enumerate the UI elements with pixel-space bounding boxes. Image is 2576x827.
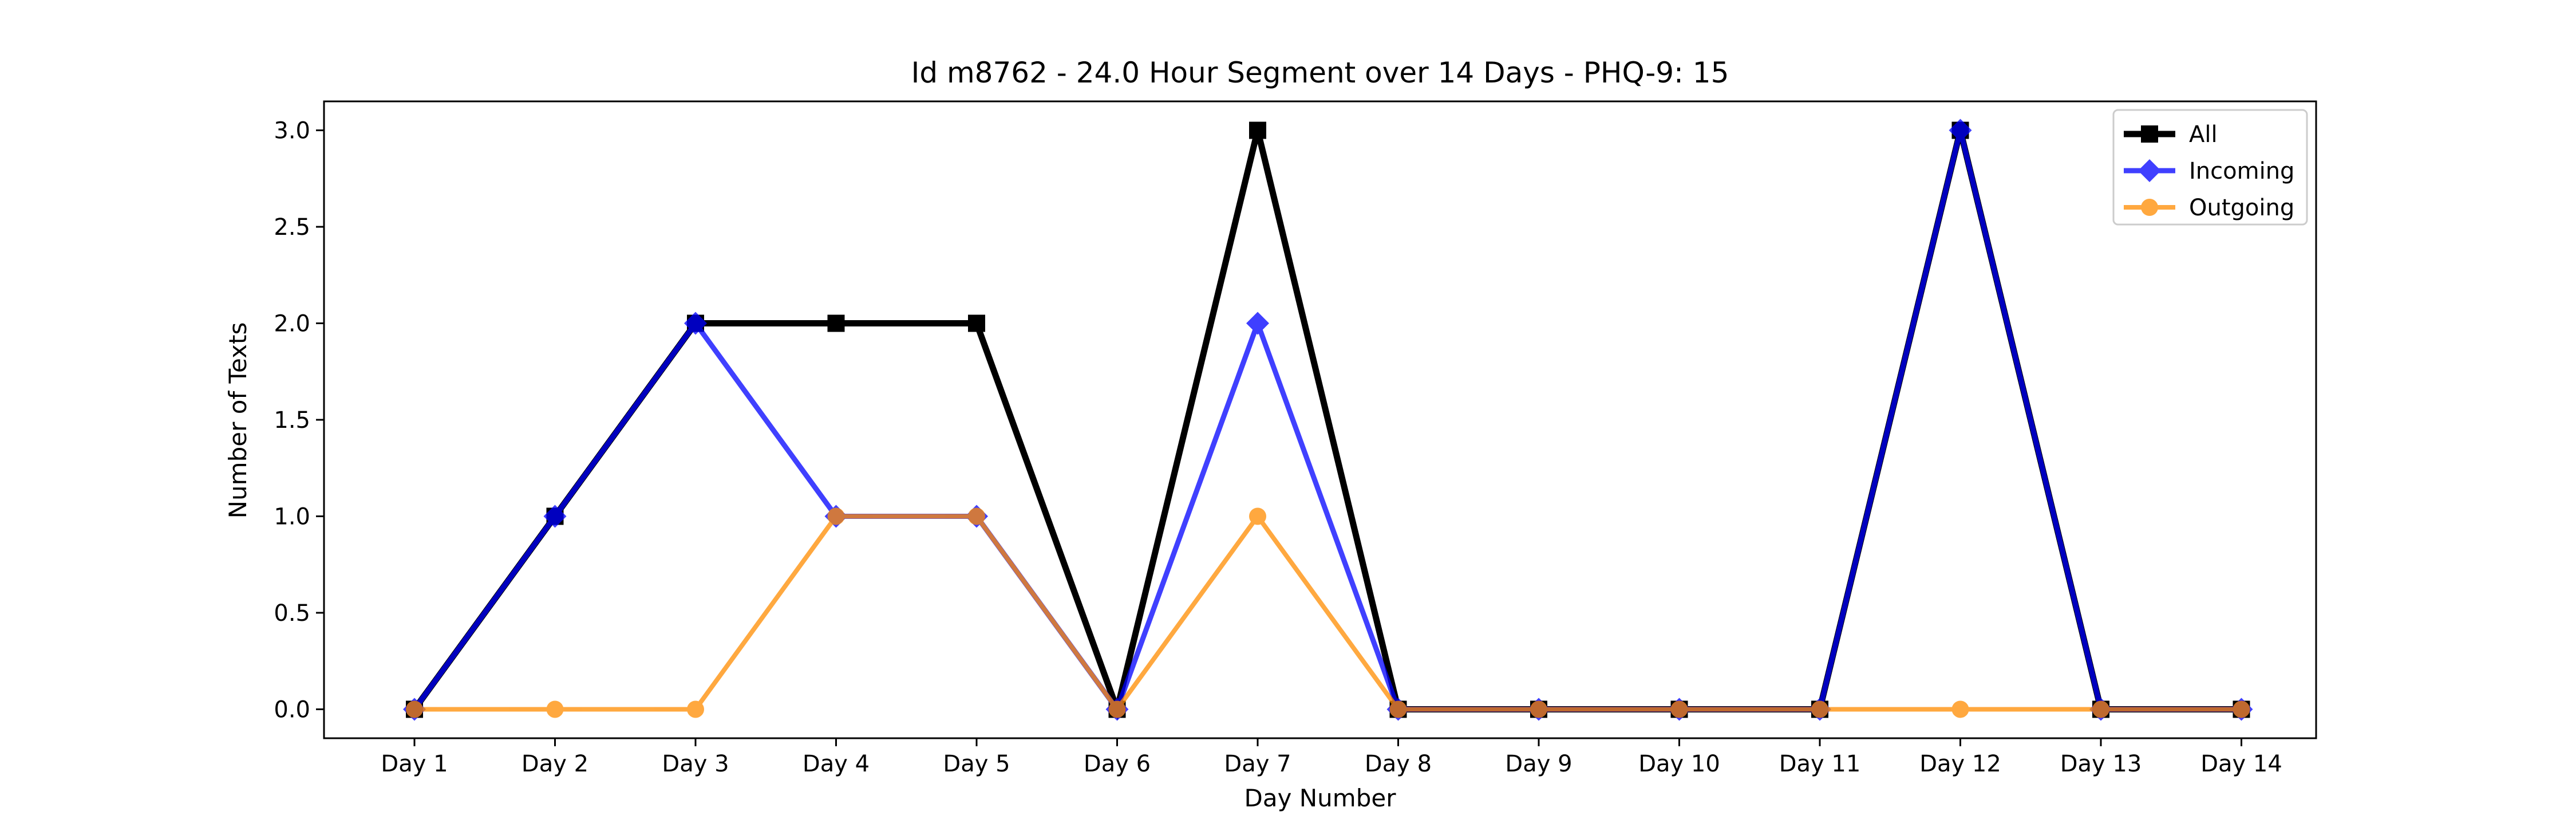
y-axis: 0.0 0.5 1.0 1.5 2.0 2.5 3.0 xyxy=(274,118,324,723)
data-point-outgoing xyxy=(2233,700,2250,718)
data-point-all xyxy=(827,314,845,332)
x-tick-label: Day 3 xyxy=(662,751,729,777)
data-point-outgoing xyxy=(1108,700,1126,718)
y-tick-label: 0.0 xyxy=(274,696,310,723)
data-point-incoming xyxy=(1246,312,1269,335)
legend-item-all xyxy=(2124,125,2175,143)
y-tick-label: 2.5 xyxy=(274,214,310,241)
x-tick-label: Day 7 xyxy=(1224,751,1291,777)
x-tick-label: Day 2 xyxy=(521,751,588,777)
legend-marker xyxy=(2141,125,2158,143)
plot-frame xyxy=(323,100,2317,739)
data-point-outgoing xyxy=(968,507,985,525)
legend-marker xyxy=(2141,199,2158,216)
x-tick-label: Day 14 xyxy=(2200,751,2282,777)
data-point-outgoing xyxy=(1389,700,1407,718)
x-axis: Day 1 Day 2 Day 3 Day 4 Day 5 Day 6 Day 7 Day 8… xyxy=(381,738,2282,777)
data-point-all xyxy=(1249,121,1266,139)
legend-item-outgoing xyxy=(2124,199,2175,216)
legend-marker xyxy=(2138,159,2161,182)
legend-item-incoming xyxy=(2124,159,2175,182)
y-axis-label: Number of Texts xyxy=(224,322,252,519)
data-point-outgoing xyxy=(406,700,423,718)
data-point-all xyxy=(968,314,985,332)
x-tick-label: Day 13 xyxy=(2060,751,2142,777)
legend-box xyxy=(2112,109,2308,226)
data-point-outgoing xyxy=(1530,700,1547,718)
x-tick-label: Day 11 xyxy=(1779,751,1861,777)
data-point-outgoing xyxy=(1249,507,1266,525)
y-tick-label: 0.5 xyxy=(274,600,310,627)
y-tick-label: 3.0 xyxy=(274,118,310,144)
series-layer xyxy=(403,119,2253,721)
y-tick-label: 1.0 xyxy=(274,503,310,530)
legend-label: Outgoing xyxy=(2189,195,2294,221)
x-tick-label: Day 1 xyxy=(381,751,448,777)
chart-title: Id m8762 - 24.0 Hour Segment over 14 Day… xyxy=(911,56,1729,89)
y-tick-label: 1.5 xyxy=(274,407,310,434)
x-tick-label: Day 10 xyxy=(1638,751,1720,777)
legend-label: All xyxy=(2189,121,2218,148)
legend: All Incoming Outgoing xyxy=(2112,109,2308,226)
legend-label: Incoming xyxy=(2189,158,2294,184)
series-line-outgoing xyxy=(414,512,2242,714)
series-line-incoming xyxy=(412,129,2242,715)
x-tick-label: Day 12 xyxy=(1919,751,2001,777)
data-point-outgoing xyxy=(1951,700,1969,718)
data-point-outgoing xyxy=(1811,700,1828,718)
data-point-outgoing xyxy=(2092,700,2109,718)
series-outgoing xyxy=(406,507,2250,718)
x-tick-label: Day 9 xyxy=(1505,751,1572,777)
data-point-outgoing xyxy=(687,700,704,718)
data-point-outgoing xyxy=(1670,700,1688,718)
data-point-incoming xyxy=(684,312,707,335)
x-tick-label: Day 5 xyxy=(943,751,1010,777)
data-point-incoming xyxy=(1949,119,1972,142)
x-tick-label: Day 8 xyxy=(1365,751,1432,777)
data-point-outgoing xyxy=(827,507,845,525)
y-tick-label: 2.0 xyxy=(274,311,310,337)
data-point-incoming xyxy=(543,505,567,528)
x-tick-label: Day 6 xyxy=(1084,751,1151,777)
x-tick-label: Day 4 xyxy=(803,751,870,777)
x-axis-label: Day Number xyxy=(1244,784,1396,812)
data-point-outgoing xyxy=(546,700,564,718)
